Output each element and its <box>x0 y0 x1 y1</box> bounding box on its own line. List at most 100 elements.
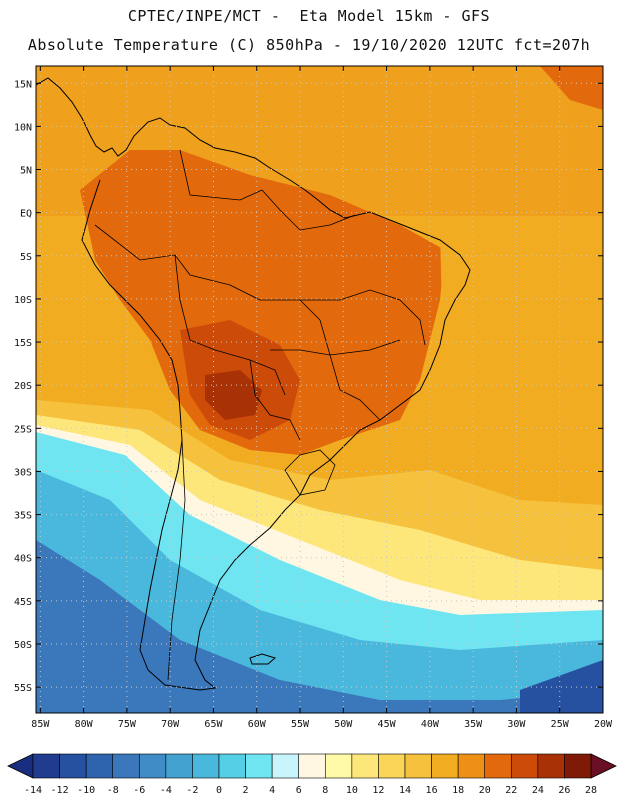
colorbar-label: 8 <box>322 785 328 796</box>
lon-label: 40W <box>421 719 440 730</box>
falklands <box>249 653 277 665</box>
lon-label: 55W <box>291 719 310 730</box>
colorbar-swatch <box>112 753 140 779</box>
south-america-coast <box>81 179 471 691</box>
colorbar-label: -4 <box>160 785 172 796</box>
coastlines <box>36 77 471 691</box>
lon-label: 35W <box>464 719 483 730</box>
lat-label: 25S <box>14 424 32 435</box>
colorbar-low-arrow <box>7 753 34 779</box>
longitude-labels: 85W 80W 75W 70W 65W 60W 55W 50W 45W 40W 35W 30W 25W 2… <box>31 719 613 730</box>
country-borders <box>94 149 426 681</box>
colorbar-label: 6 <box>296 785 302 796</box>
plot-frame <box>35 65 604 714</box>
lat-label: 50S <box>14 640 32 651</box>
border-amazon <box>94 224 321 321</box>
colorbar-high-arrow <box>590 753 617 779</box>
colorbar-swatch <box>431 753 459 779</box>
border-brazil-states-2 <box>319 319 381 421</box>
lat-label: 40S <box>14 554 32 565</box>
central-america-coast <box>36 77 171 157</box>
colorbar-swatch <box>245 753 273 779</box>
field-band-neg12 <box>520 660 603 713</box>
colorbar-label: 10 <box>346 785 358 796</box>
colorbar-label: -6 <box>133 785 145 796</box>
colorbar-label: 22 <box>505 785 517 796</box>
field-continent-26 <box>205 370 262 420</box>
colorbar-swatch <box>324 753 353 779</box>
colorbar-swatch <box>218 753 246 779</box>
lat-label: 15N <box>14 79 32 90</box>
field-continent-22 <box>80 150 445 455</box>
lon-label: 70W <box>161 719 180 730</box>
colorbar-label: 20 <box>479 785 491 796</box>
colorbar-label: 18 <box>452 785 464 796</box>
lat-label: 5S <box>20 252 32 263</box>
colorbar-label: -10 <box>77 785 95 796</box>
colorbar-label: 28 <box>585 785 597 796</box>
colorbar-swatch <box>32 753 60 779</box>
colorbar-swatch <box>85 753 114 779</box>
colorbar-label: 24 <box>532 785 544 796</box>
border-north <box>179 149 356 231</box>
lat-label: 30S <box>14 467 32 478</box>
lon-label: 30W <box>507 719 526 730</box>
colorbar-swatch <box>537 753 565 779</box>
map-title-line-1: CPTEC/INPE/MCT - Eta Model 15km - GFS <box>127 7 491 25</box>
lat-label: 20S <box>14 381 32 392</box>
border-uruguay <box>284 449 336 496</box>
colorbar-swatch <box>404 753 432 779</box>
latitude-labels: 15N 10N 5N EQ 5S 10S 15S 20S 25S 30S 35S 40S 45S 50S 5… <box>14 79 32 694</box>
colorbar-label: 4 <box>269 785 275 796</box>
lat-label: 15S <box>14 338 32 349</box>
lat-label: EQ <box>20 209 32 220</box>
colorbar-label: -8 <box>107 785 119 796</box>
colorbar-label: 16 <box>426 785 438 796</box>
colorbar-swatch <box>165 753 193 779</box>
lon-label: 45W <box>378 719 397 730</box>
lon-label: 65W <box>204 719 223 730</box>
colorbar-swatch <box>138 753 167 779</box>
border-paraguay <box>249 359 301 441</box>
lon-label: 50W <box>334 719 353 730</box>
border-bolivia <box>174 254 286 396</box>
border-brazil-states-1 <box>300 289 426 346</box>
lon-label: 20W <box>594 719 613 730</box>
lat-label: 5N <box>20 166 32 177</box>
lon-label: 75W <box>118 719 137 730</box>
caribbean-coast <box>169 124 346 219</box>
colorbar-swatch <box>378 753 406 779</box>
colorbar-swatch <box>457 753 486 779</box>
lat-label: 35S <box>14 511 32 522</box>
colorbar <box>7 753 617 779</box>
lon-label: 60W <box>248 719 267 730</box>
field-atlantic-warm <box>440 220 603 480</box>
colorbar-label: 14 <box>399 785 411 796</box>
colorbar-label: 26 <box>558 785 570 796</box>
lon-label: 25W <box>551 719 570 730</box>
field-band-neg8 <box>36 540 603 713</box>
colorbar-label: -12 <box>51 785 69 796</box>
colorbar-labels: -14 -12 -10 -8 -6 -4 -2 0 2 4 6 8 10 12 14 16 18 20 22 24 26… <box>24 785 597 796</box>
axis-ticks <box>36 66 604 713</box>
colorbar-swatch <box>564 753 592 779</box>
colorbar-label: 2 <box>243 785 249 796</box>
lat-label: 10S <box>14 295 32 306</box>
lon-label: 85W <box>31 719 50 730</box>
field-northeast-22 <box>540 66 603 110</box>
lat-label: 45S <box>14 597 32 608</box>
lon-label: 80W <box>75 719 94 730</box>
colorbar-swatch <box>271 753 300 779</box>
border-brazil-states-3 <box>270 339 401 356</box>
colorbar-swatch <box>351 753 379 779</box>
colorbar-swatch <box>484 753 512 779</box>
temperature-field <box>36 66 603 713</box>
map-title-line-2: Absolute Temperature (C) 850hPa - 19/10/… <box>27 36 591 54</box>
colorbar-label: -2 <box>186 785 198 796</box>
colorbar-swatch <box>298 753 326 779</box>
border-argentina-chile <box>167 439 186 681</box>
colorbar-label: 0 <box>216 785 222 796</box>
lat-label: 55S <box>14 683 32 694</box>
lat-label: 10N <box>14 122 32 133</box>
